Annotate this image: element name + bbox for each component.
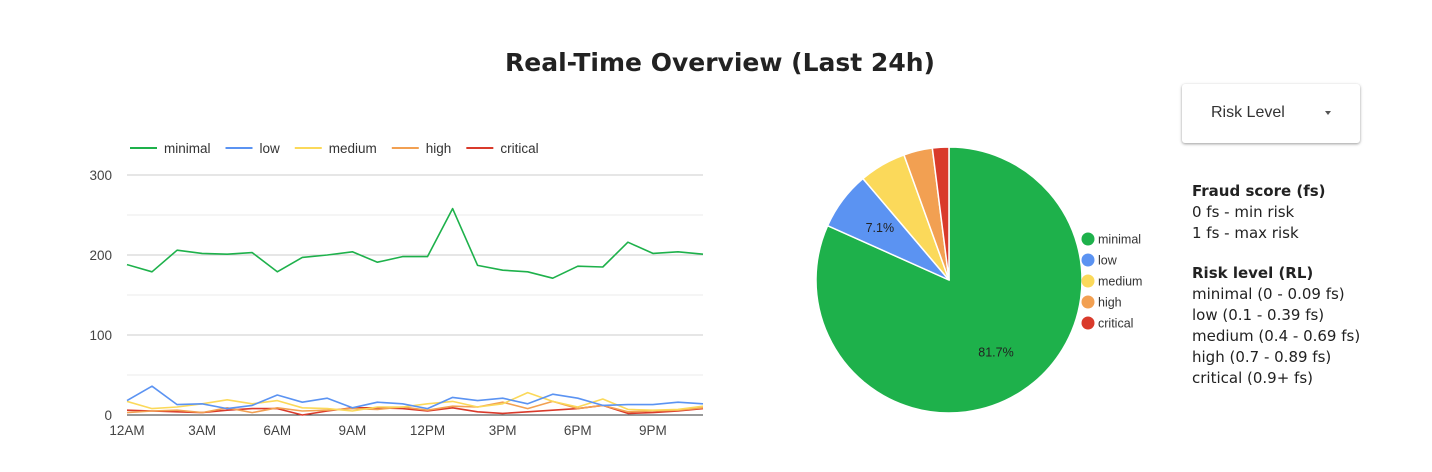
pie-slice-critical [931, 146, 950, 281]
fraud-score-line: 1 fs - max risk [1192, 224, 1299, 242]
info-panel: Fraud score (fs) 0 fs - min risk 1 fs - … [1192, 181, 1360, 389]
x-tick-label: 6AM [263, 423, 291, 438]
line-chart-legend: minimal low medium high critical [130, 141, 539, 156]
pie-legend-swatch-critical [1081, 316, 1095, 330]
line-chart: minimal low medium high critical 0100200300 … [89, 141, 704, 438]
fraud-score-line: 0 fs - min risk [1192, 203, 1295, 221]
pie-legend-swatch-high [1081, 295, 1095, 309]
pie-data-label-low: 7.1% [866, 221, 895, 235]
line-chart-x-ticks: 12AM 3AM 6AM 9AM 12PM 3PM 6PM 9PM [109, 423, 666, 438]
risk-level-line: high (0.7 - 0.89 fs) [1192, 348, 1332, 366]
risk-level-heading: Risk level (RL) [1192, 264, 1314, 282]
pie-legend: minimal low medium high critical [1081, 232, 1142, 331]
pie-legend-label-high: high [1098, 296, 1122, 310]
x-tick-label: 12PM [410, 423, 445, 438]
pie-legend-label-low: low [1098, 254, 1118, 268]
pie-legend-swatch-minimal [1081, 232, 1095, 246]
risk-level-line: low (0.1 - 0.39 fs) [1192, 306, 1325, 324]
line-chart-gridlines [127, 174, 703, 416]
risk-level-line: minimal (0 - 0.09 fs) [1192, 285, 1345, 303]
risk-level-dropdown-label: Risk Level [1211, 104, 1285, 121]
caret-down-icon [1325, 111, 1331, 115]
y-tick-label: 0 [104, 408, 112, 423]
x-tick-label: 3AM [188, 423, 216, 438]
series-line-low [126, 385, 704, 410]
y-tick-label: 100 [89, 328, 112, 343]
risk-level-dropdown[interactable]: Risk Level [1182, 84, 1360, 143]
page-title: Real-Time Overview (Last 24h) [505, 48, 935, 77]
y-tick-label: 300 [89, 168, 112, 183]
x-tick-label: 3PM [489, 423, 517, 438]
pie-legend-label-critical: critical [1098, 317, 1133, 331]
legend-label-low: low [260, 141, 281, 156]
line-chart-y-ticks: 0 100 200 300 [89, 168, 112, 423]
legend-label-medium: medium [329, 141, 377, 156]
pie-slices [815, 146, 1083, 414]
pie-data-labels: 81.7% 7.1% [866, 221, 1014, 359]
pie-legend-label-medium: medium [1098, 275, 1142, 289]
pie-slice-minimal [815, 146, 1083, 414]
x-tick-label: 6PM [564, 423, 592, 438]
risk-level-line: critical (0.9+ fs) [1192, 369, 1313, 387]
fraud-score-heading: Fraud score (fs) [1192, 182, 1326, 200]
series-line-minimal [126, 207, 704, 279]
legend-label-minimal: minimal [164, 141, 211, 156]
legend-label-high: high [426, 141, 452, 156]
pie-chart: 81.7% 7.1% minimal low medium high critical [815, 146, 1142, 414]
risk-level-line: medium (0.4 - 0.69 fs) [1192, 327, 1361, 345]
pie-legend-label-minimal: minimal [1098, 233, 1141, 247]
pie-legend-swatch-low [1081, 253, 1095, 267]
line-chart-series [126, 207, 704, 416]
legend-label-critical: critical [500, 141, 538, 156]
y-tick-label: 200 [89, 248, 112, 263]
pie-legend-swatch-medium [1081, 274, 1095, 288]
x-tick-label: 9AM [339, 423, 367, 438]
x-tick-label: 12AM [109, 423, 144, 438]
pie-data-label-minimal: 81.7% [978, 346, 1013, 360]
x-tick-label: 9PM [639, 423, 667, 438]
